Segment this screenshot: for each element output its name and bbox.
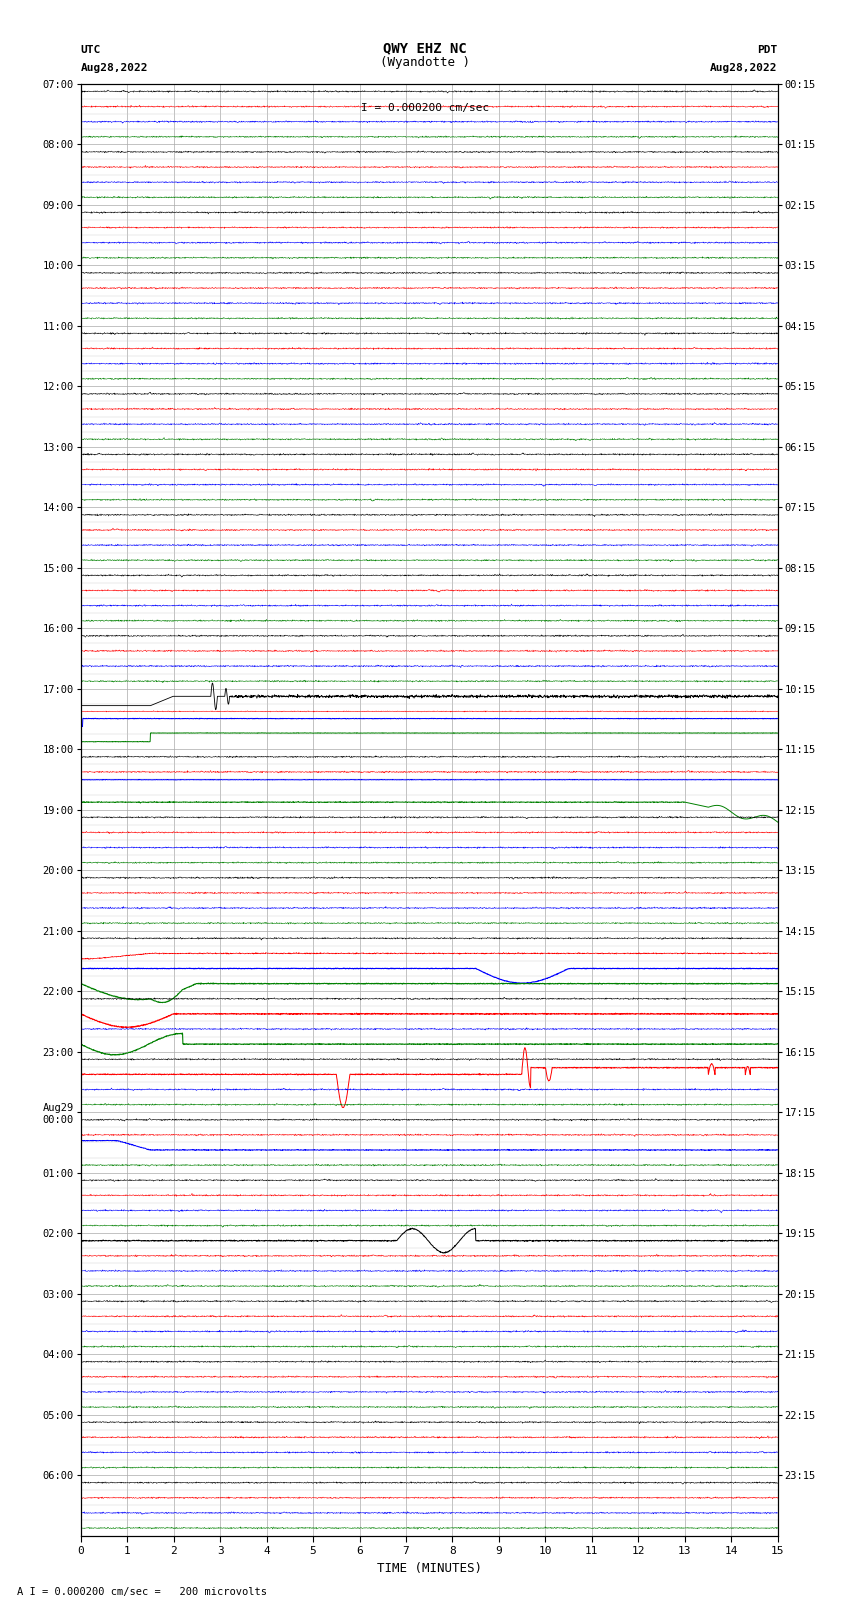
Text: QWY EHZ NC: QWY EHZ NC — [383, 40, 467, 55]
Text: Aug28,2022: Aug28,2022 — [81, 63, 148, 73]
Text: (Wyandotte ): (Wyandotte ) — [380, 56, 470, 69]
Text: PDT: PDT — [757, 45, 778, 55]
Text: A I = 0.000200 cm/sec =   200 microvolts: A I = 0.000200 cm/sec = 200 microvolts — [17, 1587, 267, 1597]
Text: Aug28,2022: Aug28,2022 — [711, 63, 778, 73]
X-axis label: TIME (MINUTES): TIME (MINUTES) — [377, 1561, 482, 1574]
Text: UTC: UTC — [81, 45, 101, 55]
Text: I = 0.000200 cm/sec: I = 0.000200 cm/sec — [361, 103, 489, 113]
